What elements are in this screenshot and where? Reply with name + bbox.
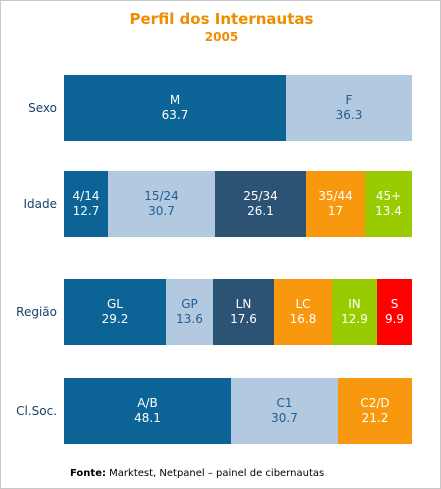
row-label-sexo: Sexo — [28, 101, 57, 115]
segment-label: 15/24 — [144, 189, 179, 203]
segment-value: 12.9 — [341, 312, 368, 326]
bar-segment: IN 12.9 — [332, 279, 377, 345]
segment-label: C2/D — [360, 396, 390, 410]
segment-label: 45+ — [375, 189, 402, 203]
bar-segment: F 36.3 — [286, 75, 412, 141]
segment-label: A/B — [137, 396, 158, 410]
segment-label: GL — [107, 297, 123, 311]
stacked-bar-regi-o: GL 29.2 GP 13.6 LN 17.6 LC 16.8 IN 12.9 S 9.9 — [64, 279, 412, 345]
bar-row-idade: Idade 4/14 12.7 15/24 30.7 25/34 26.1 35/44 17 45… — [1, 171, 441, 237]
segment-value: 9.9 — [384, 312, 405, 326]
segment-label: 35/44 — [318, 189, 353, 203]
bar-segment: GL 29.2 — [64, 279, 166, 345]
segment-label: S — [390, 297, 399, 311]
chart-subtitle: 2005 — [204, 30, 239, 44]
bar-row-sexo: Sexo M 63.7 F 36.3 — [1, 75, 441, 141]
bar-segment: 15/24 30.7 — [108, 171, 215, 237]
segment-label: IN — [348, 297, 361, 311]
segment-label: C1 — [276, 396, 293, 410]
segment-value: 30.7 — [271, 411, 298, 425]
row-label-regi-o: Região — [16, 305, 57, 319]
segment-value: 26.1 — [247, 204, 274, 218]
segment-label: M — [169, 93, 181, 107]
bar-row-regi-o: Região GL 29.2 GP 13.6 LN 17.6 LC 16.8 IN 12.9 S 9.9 — [1, 279, 441, 345]
segment-value: 29.2 — [101, 312, 129, 326]
bar-segment: 25/34 26.1 — [215, 171, 306, 237]
bar-segment: S 9.9 — [377, 279, 412, 345]
bar-segment: 45+ 13.4 — [365, 171, 412, 237]
row-label-idade: Idade — [23, 197, 57, 211]
chart-title: Perfil dos Internautas — [129, 10, 314, 28]
bar-segment: LC 16.8 — [274, 279, 332, 345]
bar-row-cl-soc: Cl.Soc. A/B 48.1 C1 30.7 C2/D 21.2 — [1, 378, 441, 444]
segment-value: 36.3 — [335, 108, 363, 122]
bar-segment: GP 13.6 — [166, 279, 213, 345]
segment-value: 63.7 — [161, 108, 189, 122]
source-text: Marktest, Netpanel – painel de cibernaut… — [109, 468, 325, 479]
segment-value: 21.2 — [361, 411, 389, 425]
bar-segment: A/B 48.1 — [64, 378, 231, 444]
segment-label: F — [345, 93, 353, 107]
bar-segment: 4/14 12.7 — [64, 171, 108, 237]
segment-value: 17 — [327, 204, 344, 218]
segment-label: 25/34 — [243, 189, 278, 203]
row-label-cl-soc: Cl.Soc. — [16, 404, 57, 418]
bar-segment: C1 30.7 — [231, 378, 338, 444]
segment-label: GP — [181, 297, 198, 311]
segment-value: 13.6 — [176, 312, 203, 326]
segment-value: 30.7 — [148, 204, 175, 218]
source-label: Fonte: — [70, 468, 106, 479]
segment-label: LN — [235, 297, 252, 311]
segment-value: 12.7 — [72, 204, 100, 218]
stacked-bar-sexo: M 63.7 F 36.3 — [64, 75, 412, 141]
segment-label: LC — [295, 297, 311, 311]
segment-value: 48.1 — [134, 411, 161, 425]
segment-label: 4/14 — [72, 189, 100, 203]
stacked-bar-idade: 4/14 12.7 15/24 30.7 25/34 26.1 35/44 17 45+ 13.4 — [64, 171, 412, 237]
source-note: Fonte: Marktest, Netpanel – painel de ci… — [70, 468, 324, 479]
segment-value: 16.8 — [289, 312, 317, 326]
bar-segment: C2/D 21.2 — [338, 378, 412, 444]
stacked-bar-cl-soc: A/B 48.1 C1 30.7 C2/D 21.2 — [64, 378, 412, 444]
bar-segment: 35/44 17 — [306, 171, 365, 237]
segment-value: 13.4 — [375, 204, 402, 218]
bar-segment: LN 17.6 — [213, 279, 274, 345]
segment-value: 17.6 — [230, 312, 257, 326]
bar-segment: M 63.7 — [64, 75, 286, 141]
